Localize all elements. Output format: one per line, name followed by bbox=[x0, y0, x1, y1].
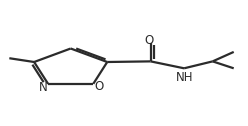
Text: NH: NH bbox=[176, 71, 193, 84]
Text: N: N bbox=[39, 81, 48, 94]
Text: O: O bbox=[94, 80, 103, 93]
Text: O: O bbox=[145, 34, 154, 47]
